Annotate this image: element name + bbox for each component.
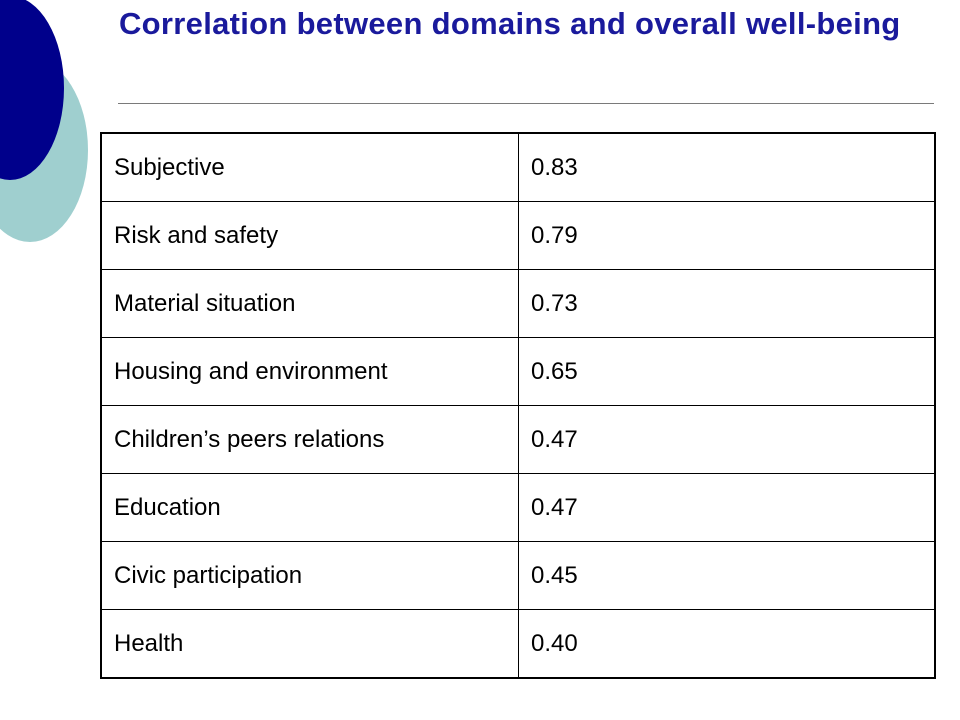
correlation-value-cell: 0.79	[518, 201, 936, 270]
domain-cell: Education	[100, 473, 519, 542]
correlation-value-cell: 0.73	[518, 269, 936, 338]
correlation-value-cell: 0.83	[518, 132, 936, 202]
decorative-circles	[0, 0, 88, 242]
table-row: Civic participation 0.45	[100, 541, 936, 610]
table-row: Children’s peers relations 0.47	[100, 405, 936, 474]
domain-cell: Material situation	[100, 269, 519, 338]
domain-cell: Risk and safety	[100, 201, 519, 270]
table-row: Education 0.47	[100, 473, 936, 542]
page-title: Correlation between domains and overall …	[119, 6, 901, 41]
domain-cell: Subjective	[100, 132, 519, 202]
domain-cell: Children’s peers relations	[100, 405, 519, 474]
correlation-value-cell: 0.65	[518, 337, 936, 406]
domain-cell: Civic participation	[100, 541, 519, 610]
correlation-value-cell: 0.47	[518, 405, 936, 474]
table-row: Health 0.40	[100, 609, 936, 679]
correlation-value-cell: 0.45	[518, 541, 936, 610]
table-row: Subjective 0.83	[100, 132, 936, 202]
table-row: Risk and safety 0.79	[100, 201, 936, 270]
table-row: Housing and environment 0.65	[100, 337, 936, 406]
table-row: Material situation 0.73	[100, 269, 936, 338]
dark-blue-circle	[0, 0, 64, 180]
domain-cell: Health	[100, 609, 519, 679]
title-divider	[118, 103, 934, 104]
correlation-table: Subjective 0.83 Risk and safety 0.79 Mat…	[100, 132, 936, 679]
correlation-value-cell: 0.47	[518, 473, 936, 542]
correlation-value-cell: 0.40	[518, 609, 936, 679]
domain-cell: Housing and environment	[100, 337, 519, 406]
